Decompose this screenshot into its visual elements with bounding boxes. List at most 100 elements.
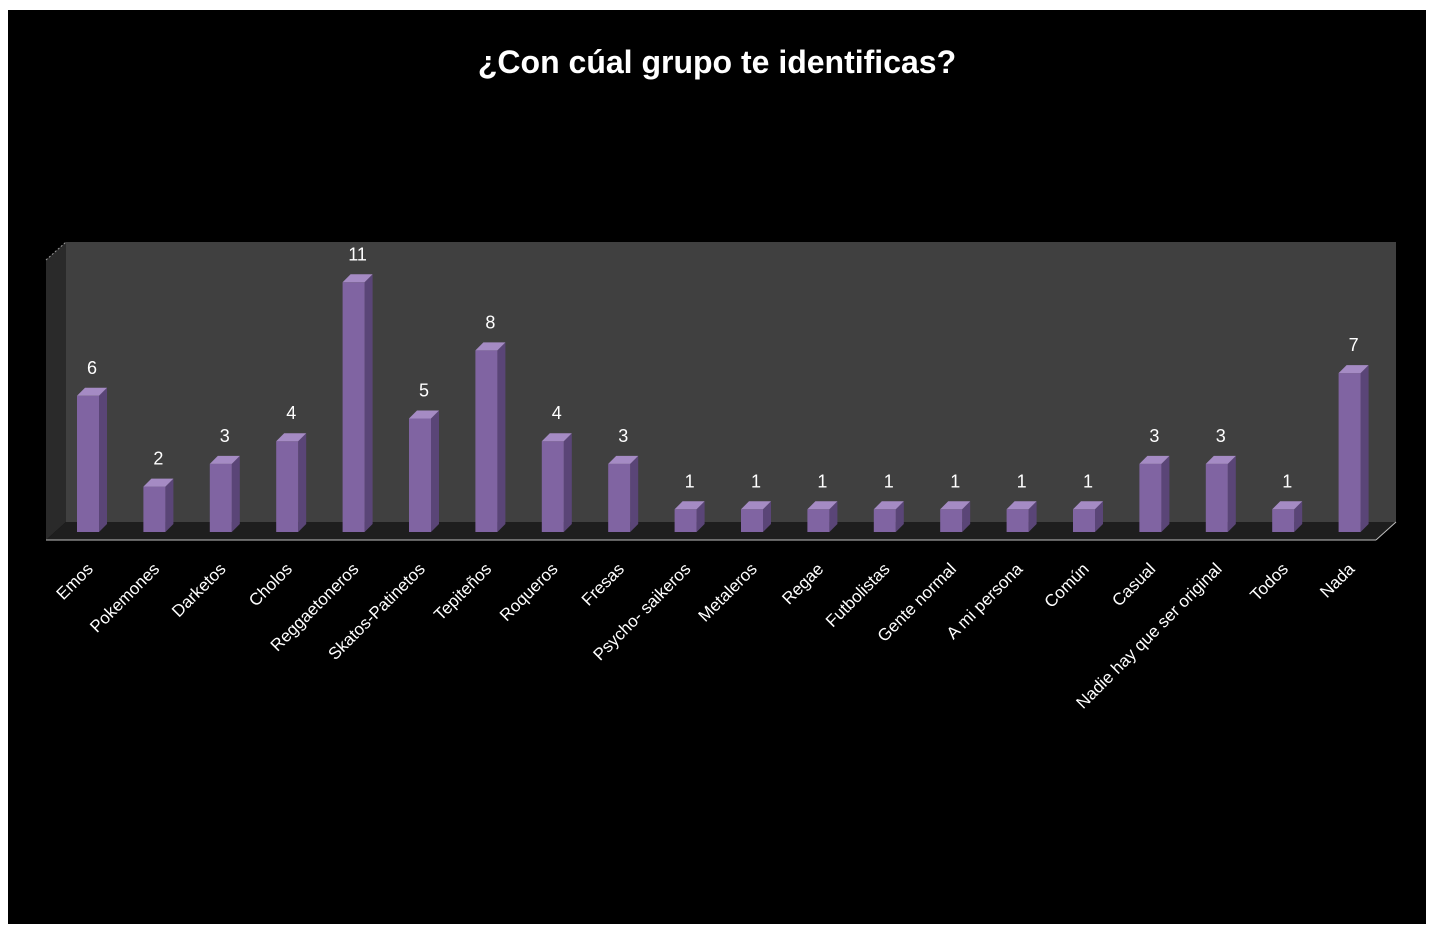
bar-top — [608, 455, 639, 464]
data-label: 3 — [618, 426, 628, 446]
bar — [940, 509, 963, 532]
bar-top — [1338, 365, 1369, 374]
plot-wall-edge — [45, 241, 67, 261]
bar — [1006, 509, 1029, 532]
plot-floor-edge-right — [1375, 521, 1397, 541]
data-label: 1 — [685, 471, 695, 491]
bar-top — [1073, 501, 1103, 510]
bar — [1139, 463, 1162, 532]
bar-top — [873, 501, 904, 510]
bar — [209, 463, 232, 532]
bar-side — [563, 433, 572, 532]
bar-top — [1006, 501, 1037, 510]
data-label: 5 — [419, 381, 429, 401]
x-tick-label: Emos — [53, 559, 97, 603]
data-label: 1 — [1083, 471, 1093, 491]
x-tick-label: Fresas — [578, 559, 628, 609]
bar-top — [143, 478, 174, 487]
bar-side — [630, 455, 639, 532]
x-tick-label: Tepiteños — [430, 559, 495, 624]
chart-title: ¿Con cúal grupo te identificas? — [477, 44, 957, 80]
bar-side — [1227, 455, 1236, 532]
bar — [807, 509, 830, 532]
bar-side — [1028, 501, 1037, 532]
data-label: 1 — [1282, 471, 1292, 491]
bar-top — [541, 433, 572, 442]
bar-top — [342, 274, 373, 283]
bar — [77, 395, 99, 532]
bar — [541, 441, 564, 532]
data-label: 8 — [485, 312, 495, 332]
data-label: 4 — [552, 403, 562, 423]
data-label: 1 — [950, 471, 960, 491]
plot-back-wall — [66, 242, 1396, 522]
x-tick-label: Todos — [1247, 559, 1293, 605]
bar-top — [674, 501, 705, 510]
bar-top — [741, 501, 771, 510]
bar — [1205, 463, 1228, 532]
bar-side — [99, 387, 107, 532]
bar-top — [77, 387, 107, 396]
bar-side — [1095, 501, 1103, 532]
data-label: 6 — [87, 358, 97, 378]
x-tick-label: Casual — [1108, 559, 1159, 610]
bar — [741, 509, 763, 532]
data-label: 3 — [1216, 426, 1226, 446]
bar — [674, 509, 697, 532]
bar — [873, 509, 896, 532]
x-tick-label: Darketos — [168, 559, 230, 621]
data-label: 1 — [751, 471, 761, 491]
bar — [143, 486, 166, 532]
bar-top — [409, 410, 439, 419]
bar — [1272, 509, 1295, 532]
x-tick-label: Roqueros — [496, 559, 562, 625]
bar-side — [1294, 501, 1303, 532]
bar — [276, 441, 299, 532]
bar-side — [364, 274, 373, 532]
bar-side — [829, 501, 838, 532]
bar-side — [431, 410, 439, 532]
bar-side — [231, 455, 240, 532]
data-label: 2 — [153, 449, 163, 469]
bar-side — [763, 501, 771, 532]
x-tick-label: Común — [1041, 559, 1093, 611]
bar-top — [475, 342, 506, 351]
bar — [1338, 373, 1361, 532]
bar — [1073, 509, 1095, 532]
bar-top — [1205, 455, 1236, 464]
x-tick-label: Regae — [778, 559, 827, 608]
bar-top — [276, 433, 307, 442]
bar-top — [807, 501, 838, 510]
bar-side — [298, 433, 307, 532]
bar-side — [962, 501, 971, 532]
bar-top — [1272, 501, 1303, 510]
x-tick-label: Cholos — [245, 559, 296, 610]
data-label: 1 — [1017, 471, 1027, 491]
data-label: 3 — [220, 426, 230, 446]
data-label: 7 — [1349, 335, 1359, 355]
x-tick-label: Futbolistas — [822, 559, 894, 631]
bar-side — [895, 501, 904, 532]
data-label: 3 — [1149, 426, 1159, 446]
x-tick-label: Metaleros — [695, 559, 761, 625]
bar-side — [1360, 365, 1369, 532]
bar-top — [209, 455, 240, 464]
data-label: 11 — [348, 244, 367, 264]
data-label: 4 — [286, 403, 296, 423]
bar — [608, 463, 631, 532]
bar-side — [165, 478, 174, 532]
chart-area: ¿Con cúal grupo te identificas? 6 Emos 2 Po… — [8, 10, 1426, 924]
bar-chart-plot: 6Emos2Pokemones3Darketos4Cholos11Reggaet… — [45, 241, 1397, 712]
x-tick-label: Nada — [1316, 559, 1359, 602]
bar — [342, 282, 365, 532]
data-label: 1 — [817, 471, 827, 491]
plot-side-wall — [46, 242, 66, 540]
bar-side — [1161, 455, 1170, 532]
plot-floor — [46, 522, 1396, 540]
bar-top — [940, 501, 971, 510]
data-label: 1 — [884, 471, 894, 491]
x-tick-label: Pokemones — [86, 559, 163, 636]
bar — [475, 350, 498, 532]
bar-top — [1139, 455, 1170, 464]
bar-side — [696, 501, 705, 532]
